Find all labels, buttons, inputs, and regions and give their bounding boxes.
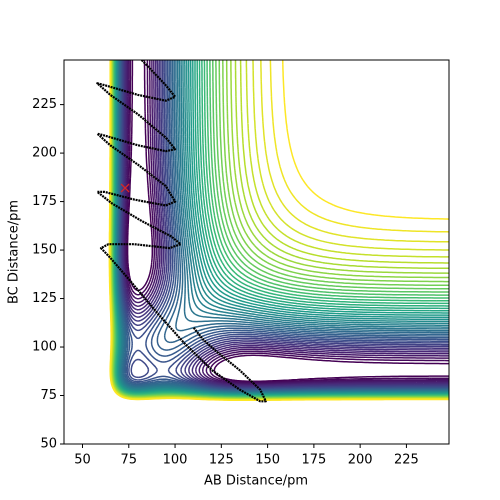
contour-line xyxy=(126,60,449,383)
x-tick-label: 225 xyxy=(394,453,419,468)
overlay-layer xyxy=(96,60,267,403)
contour-line xyxy=(125,60,449,384)
y-tick-label: 50 xyxy=(40,437,57,452)
x-tick-label: 50 xyxy=(74,453,91,468)
x-tick-label: 75 xyxy=(121,453,138,468)
y-tick-label: 75 xyxy=(40,388,57,403)
x-axis-label: AB Distance/pm xyxy=(204,474,308,489)
y-tick-label: 100 xyxy=(32,340,57,355)
x-tick-label: 150 xyxy=(255,453,280,468)
contour-line xyxy=(124,60,449,385)
trajectory xyxy=(96,60,267,403)
y-axis-label: BC Distance/pm xyxy=(7,200,22,304)
y-tick-label: 200 xyxy=(32,146,57,161)
marker xyxy=(120,183,130,193)
contour-layer xyxy=(108,60,449,402)
y-tick-label: 225 xyxy=(32,97,57,112)
x-tick-label: 175 xyxy=(301,453,326,468)
x-tick-label: 100 xyxy=(163,453,188,468)
axes-frame xyxy=(63,59,450,445)
x-tick-label: 125 xyxy=(209,453,234,468)
y-tick-label: 125 xyxy=(32,291,57,306)
contour-line xyxy=(108,60,449,402)
y-tick-label: 175 xyxy=(32,194,57,209)
x-tick-label: 200 xyxy=(348,453,373,468)
contour-line xyxy=(122,60,449,387)
y-tick-label: 150 xyxy=(32,243,57,258)
